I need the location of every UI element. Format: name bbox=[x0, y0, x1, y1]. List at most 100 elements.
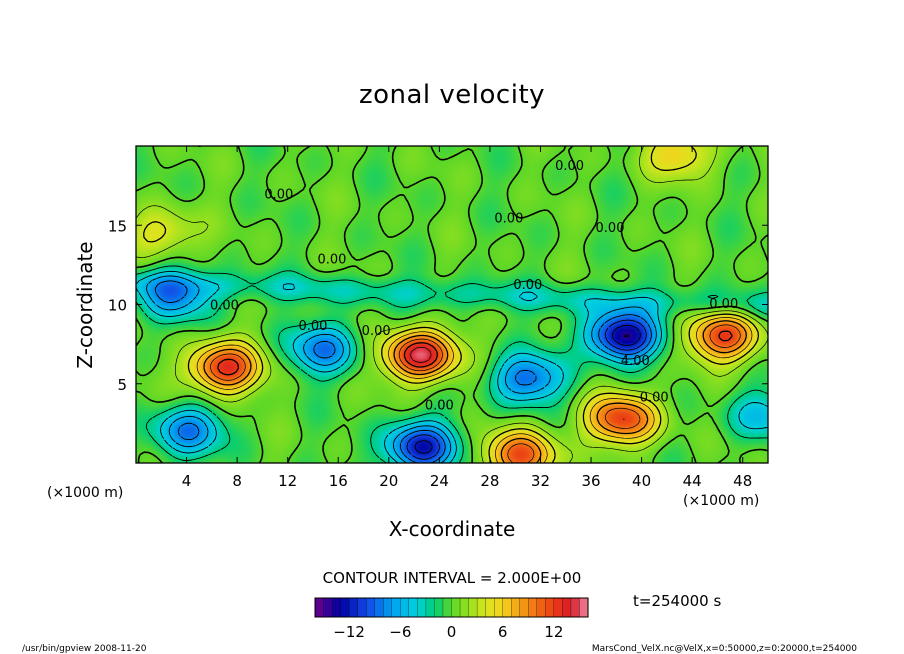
colorbar-cell bbox=[494, 597, 504, 618]
x-axis-ticks: 4 8 12 16 20 24 28 32 36 40 44 48 bbox=[182, 146, 752, 490]
colorbar-cell bbox=[434, 597, 444, 618]
colorbar-tick-label: −6 bbox=[389, 623, 411, 641]
colorbar-cell bbox=[553, 597, 563, 618]
colorbar-cell bbox=[391, 597, 401, 618]
contour-labels: 0.00 0.00 0.00 0.00 0.00 0.00 0.00 0.00 0.00 0.00… bbox=[210, 159, 738, 413]
y-axis-ticks: 5 10 15 bbox=[108, 217, 768, 394]
colorbar-cell bbox=[340, 597, 350, 618]
contour-level bbox=[136, 265, 768, 463]
colorbar-tick-label: 12 bbox=[544, 623, 563, 641]
x-tick-label: 48 bbox=[733, 472, 752, 490]
contour-label: 0.00 bbox=[425, 398, 454, 413]
colorbar-cell bbox=[314, 597, 325, 618]
chart-title: zonal velocity bbox=[359, 80, 545, 110]
contour-label: 0.00 bbox=[709, 297, 738, 312]
x-tick-label: 24 bbox=[430, 472, 449, 490]
colorbar-cell bbox=[323, 597, 333, 618]
velocity-heatmap bbox=[136, 146, 768, 463]
colorbar-cell bbox=[383, 597, 393, 618]
x-tick-label: 4 bbox=[182, 472, 192, 490]
colorbar-cell bbox=[536, 597, 546, 618]
contour-level bbox=[136, 270, 768, 463]
contour-label: 0.00 bbox=[210, 299, 239, 314]
colorbar-cell bbox=[485, 597, 495, 618]
contour-level bbox=[196, 317, 753, 463]
colorbar-cell bbox=[331, 597, 342, 618]
contour-level bbox=[410, 346, 432, 363]
contour-level bbox=[145, 275, 657, 463]
colorbar-cell bbox=[459, 597, 470, 618]
y-tick-label: 15 bbox=[108, 217, 127, 235]
colorbar-cell bbox=[442, 597, 453, 618]
contour-level bbox=[136, 146, 768, 463]
colorbar-cell bbox=[570, 597, 581, 618]
colorbar-cell bbox=[579, 597, 589, 618]
colorbar-cell bbox=[519, 597, 529, 618]
colorbar-cell bbox=[400, 597, 410, 618]
contour-label: 0.00 bbox=[317, 253, 346, 268]
contour-label: 0.00 bbox=[555, 159, 584, 174]
contour-label: 4.00 bbox=[621, 354, 650, 369]
footer-right: MarsCond_VelX.nc@VelX,x=0:50000,z=0:2000… bbox=[592, 644, 857, 654]
contour-label: 0.00 bbox=[494, 211, 523, 226]
contour-label: 0.00 bbox=[640, 391, 669, 406]
contour-level bbox=[406, 319, 647, 460]
x-axis-label: X-coordinate bbox=[389, 517, 516, 541]
colorbar-tick-label: 0 bbox=[447, 623, 457, 641]
colorbar-cell bbox=[357, 597, 367, 618]
x-unit-right: (×1000 m) bbox=[683, 493, 759, 509]
contour-level bbox=[623, 333, 630, 338]
colorbar-cell bbox=[545, 597, 555, 618]
colorbar-cell bbox=[528, 597, 538, 618]
colorbar-cell bbox=[425, 597, 435, 618]
colorbar-cell bbox=[511, 597, 521, 618]
contour-label: 0.00 bbox=[264, 188, 293, 203]
x-tick-label: 44 bbox=[683, 472, 702, 490]
colorbar-frame bbox=[314, 597, 589, 618]
colorbar: −12 −6 0 6 12 bbox=[314, 597, 589, 641]
contour-label: 0.00 bbox=[596, 221, 625, 236]
colorbar-cell bbox=[348, 597, 359, 618]
x-tick-label: 40 bbox=[632, 472, 651, 490]
contour-level bbox=[210, 324, 741, 463]
colorbar-cell bbox=[562, 597, 572, 618]
x-tick-label: 36 bbox=[581, 472, 600, 490]
colorbar-tick-label: 6 bbox=[498, 623, 508, 641]
colorbar-tick-label: −12 bbox=[333, 623, 365, 641]
time-label: t=254000 s bbox=[633, 592, 721, 610]
colorbar-cell bbox=[417, 597, 427, 618]
contour-label: 0.00 bbox=[513, 278, 542, 293]
colorbar-cell bbox=[451, 597, 461, 618]
contour-level bbox=[414, 324, 641, 454]
contour-label: 0.00 bbox=[298, 319, 327, 334]
contour-level bbox=[203, 320, 747, 463]
plot-area: 0.00 0.00 0.00 0.00 0.00 0.00 0.00 0.00 0.00 0.00… bbox=[135, 145, 769, 464]
x-tick-label: 32 bbox=[531, 472, 550, 490]
colorbar-cell bbox=[502, 597, 512, 618]
colorbar-cells bbox=[314, 597, 589, 618]
colorbar-cell bbox=[408, 597, 418, 618]
contour-lines bbox=[136, 146, 768, 463]
colorbar-cell bbox=[366, 597, 376, 618]
colorbar-cell bbox=[476, 597, 487, 618]
contour-level bbox=[217, 330, 733, 421]
contour-level bbox=[154, 280, 652, 463]
x-tick-label: 12 bbox=[278, 472, 297, 490]
footer-left: /usr/bin/gpview 2008-11-20 bbox=[22, 644, 147, 654]
colorbar-ticks: −12 −6 0 6 12 bbox=[333, 623, 563, 641]
x-tick-label: 20 bbox=[379, 472, 398, 490]
colorbar-cell bbox=[468, 597, 478, 618]
x-tick-label: 16 bbox=[329, 472, 348, 490]
y-axis-label: Z-coordinate bbox=[73, 241, 97, 368]
y-tick-label: 5 bbox=[117, 376, 127, 394]
contour-label: 0.00 bbox=[362, 324, 391, 339]
contour-level bbox=[143, 146, 760, 463]
colorbar-cell bbox=[374, 597, 384, 618]
contour-level bbox=[136, 146, 768, 463]
contour-interval-text: CONTOUR INTERVAL = 2.000E+00 bbox=[323, 569, 582, 587]
x-unit-left: (×1000 m) bbox=[47, 485, 123, 501]
x-tick-label: 8 bbox=[232, 472, 242, 490]
x-tick-label: 28 bbox=[480, 472, 499, 490]
y-tick-label: 10 bbox=[108, 297, 127, 315]
